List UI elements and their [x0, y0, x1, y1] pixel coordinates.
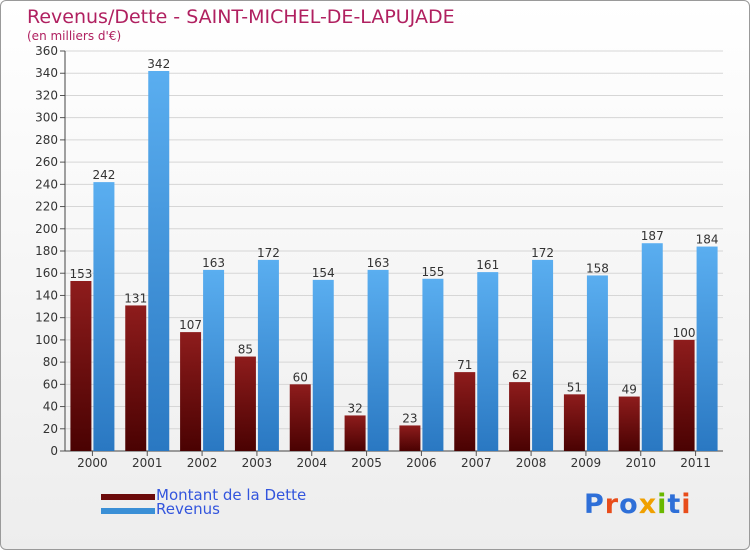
data-label: 163 — [202, 256, 225, 270]
bar-revenus — [312, 279, 334, 451]
y-tick-label: 360 — [35, 44, 58, 58]
data-label: 155 — [421, 265, 444, 279]
y-tick-label: 200 — [35, 222, 58, 236]
data-label: 161 — [476, 258, 499, 272]
y-tick-label: 160 — [35, 266, 58, 280]
bar-dette — [618, 396, 640, 451]
bar-dette — [234, 356, 256, 451]
logo-letter: o — [619, 489, 639, 520]
x-tick-label: 2004 — [296, 456, 327, 470]
chart-subtitle: (en milliers d'€) — [27, 29, 122, 43]
data-label: 342 — [147, 57, 170, 71]
bar-revenus — [532, 259, 554, 451]
y-tick-label: 100 — [35, 333, 58, 347]
bar-revenus — [586, 275, 608, 451]
logo-letter: P — [584, 489, 605, 520]
legend-swatch-dette — [101, 494, 155, 500]
bar-dette — [344, 415, 366, 451]
logo-letter: i — [657, 489, 668, 520]
x-tick-label: 2006 — [406, 456, 437, 470]
bar-dette — [70, 281, 92, 451]
data-label: 85 — [238, 343, 253, 357]
chart-title: Revenus/Dette - SAINT-MICHEL-DE-LAPUJADE — [27, 6, 455, 28]
bar-dette — [454, 372, 476, 451]
y-tick-label: 220 — [35, 200, 58, 214]
logo-letter: x — [638, 489, 658, 520]
data-label: 187 — [641, 229, 664, 243]
x-tick-label: 2007 — [461, 456, 492, 470]
y-tick-label: 280 — [35, 133, 58, 147]
data-label: 242 — [92, 168, 115, 182]
data-label: 107 — [179, 318, 202, 332]
y-tick-label: 240 — [35, 177, 58, 191]
data-label: 158 — [586, 261, 609, 275]
x-tick-label: 2005 — [351, 456, 382, 470]
y-tick-label: 0 — [50, 444, 58, 458]
data-label: 153 — [69, 267, 92, 281]
bar-revenus — [257, 259, 279, 451]
y-tick-label: 40 — [43, 400, 58, 414]
bar-dette — [563, 394, 585, 451]
bar-dette — [125, 305, 147, 451]
bar-revenus — [641, 243, 663, 451]
y-tick-label: 120 — [35, 311, 58, 325]
x-tick-label: 2000 — [77, 456, 108, 470]
y-tick-label: 20 — [43, 422, 58, 436]
bar-dette — [673, 339, 695, 451]
proxiti-logo: Proxiti — [584, 489, 692, 520]
bar-revenus — [696, 246, 718, 451]
y-tick-label: 320 — [35, 88, 58, 102]
legend-label-dette: Montant de la Dette — [156, 486, 307, 504]
bar-dette — [399, 425, 421, 451]
bar-revenus — [93, 182, 115, 451]
bar-dette — [289, 384, 311, 451]
bar-revenus — [148, 71, 170, 451]
data-label: 60 — [293, 370, 308, 384]
data-label: 23 — [402, 411, 417, 425]
logo-letter: t — [667, 489, 682, 520]
y-tick-label: 260 — [35, 155, 58, 169]
data-label: 184 — [696, 233, 719, 247]
bar-revenus — [367, 269, 389, 451]
data-label: 32 — [347, 401, 362, 415]
x-tick-label: 2003 — [242, 456, 273, 470]
logo-letter: i — [681, 489, 692, 520]
logo-letter: r — [604, 489, 620, 520]
y-tick-label: 180 — [35, 244, 58, 258]
legend-swatch-revenus — [101, 508, 155, 514]
bar-revenus — [203, 269, 225, 451]
y-tick-label: 140 — [35, 288, 58, 302]
bar-dette — [509, 382, 531, 451]
y-tick-label: 340 — [35, 66, 58, 80]
y-tick-label: 80 — [43, 355, 58, 369]
x-tick-label: 2001 — [132, 456, 163, 470]
data-label: 172 — [531, 246, 554, 260]
data-label: 49 — [622, 383, 637, 397]
bar-revenus — [477, 272, 499, 451]
data-label: 100 — [673, 326, 696, 340]
x-tick-label: 2010 — [625, 456, 656, 470]
legend-label-revenus: Revenus — [156, 500, 220, 518]
y-tick-label: 300 — [35, 111, 58, 125]
x-tick-label: 2009 — [571, 456, 602, 470]
x-tick-label: 2002 — [187, 456, 218, 470]
y-tick-label: 60 — [43, 377, 58, 391]
data-label: 71 — [457, 358, 472, 372]
data-label: 154 — [312, 266, 335, 280]
bar-revenus — [422, 278, 444, 451]
x-tick-label: 2008 — [516, 456, 547, 470]
data-label: 51 — [567, 380, 582, 394]
data-label: 62 — [512, 368, 527, 382]
data-label: 163 — [367, 256, 390, 270]
data-label: 172 — [257, 246, 280, 260]
x-tick-label: 2011 — [680, 456, 711, 470]
data-label: 131 — [124, 291, 147, 305]
bar-dette — [180, 332, 202, 451]
